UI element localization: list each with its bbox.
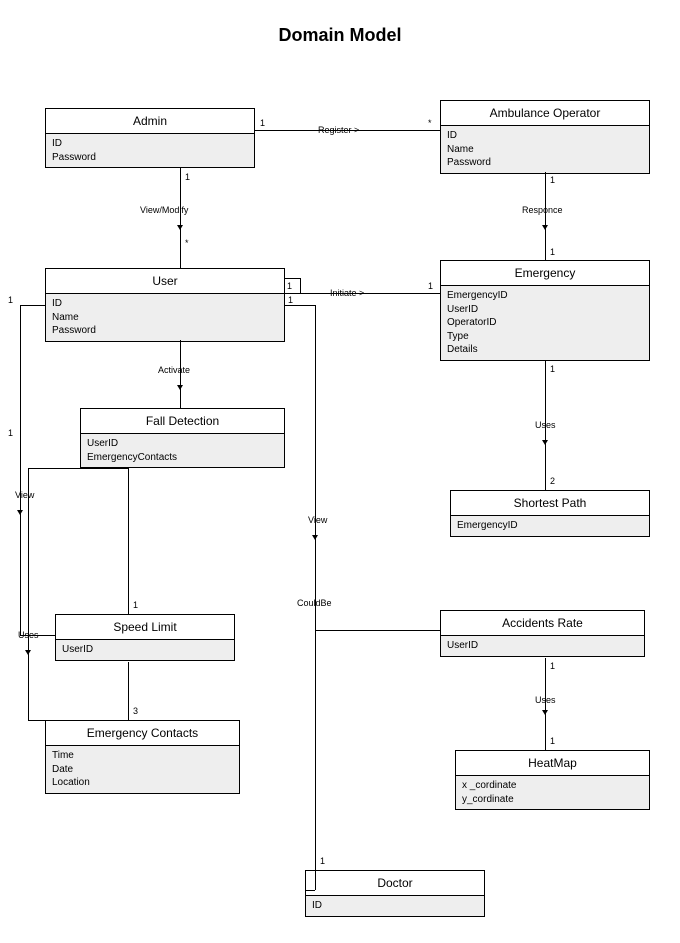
- entity-shortestpath-attrs: EmergencyID: [451, 516, 649, 536]
- entity-accidentsrate-attrs: UserID: [441, 636, 644, 656]
- entity-emergencycontacts-attrs: Time Date Location: [46, 746, 239, 793]
- edge-contacts-m2: 3: [133, 706, 138, 716]
- entity-falldetection: Fall Detection UserID EmergencyContacts: [80, 408, 285, 468]
- entity-ambulance-name: Ambulance Operator: [441, 101, 649, 126]
- entity-admin-name: Admin: [46, 109, 254, 134]
- edge-admin-user-m2: *: [185, 238, 189, 248]
- entity-speedlimit-name: Speed Limit: [56, 615, 234, 640]
- edge-admin-ambulance-m2: *: [428, 118, 432, 128]
- entity-emergency-name: Emergency: [441, 261, 649, 286]
- edge-user-speed-m1: 1: [8, 295, 13, 305]
- edge-speed-m1: 1: [133, 600, 138, 610]
- edge-contacts-h2: [28, 720, 45, 721]
- edge-emergency-shortest-label: Uses: [535, 420, 556, 430]
- edge-user-accidents-h2: [315, 630, 440, 631]
- edge-user-emergency-m1: 1: [287, 281, 292, 291]
- entity-heatmap-attrs: x _cordinate y_cordinate: [456, 776, 649, 809]
- entity-ambulance-attrs: ID Name Password: [441, 126, 649, 173]
- entity-speedlimit: Speed Limit UserID: [55, 614, 235, 661]
- page-title: Domain Model: [0, 25, 680, 46]
- edge-user-accidents-v: [315, 305, 316, 630]
- entity-accidentsrate: Accidents Rate UserID: [440, 610, 645, 657]
- entity-emergency: Emergency EmergencyID UserID OperatorID …: [440, 260, 650, 361]
- edge-admin-ambulance-label: Register >: [318, 125, 359, 135]
- edge-emergency-shortest-m2: 2: [550, 476, 555, 486]
- entity-admin: Admin ID Password: [45, 108, 255, 168]
- edge-user-accidents-h1: [285, 305, 315, 306]
- edge-user-emergency-label: Initiate >: [330, 288, 364, 298]
- entity-emergencycontacts-name: Emergency Contacts: [46, 721, 239, 746]
- edge-ambulance-emergency-m2: 1: [550, 247, 555, 257]
- entity-user: User ID Name Password: [45, 268, 285, 342]
- edge-user-accidents-arrow-icon: [312, 535, 318, 540]
- entity-heatmap: HeatMap x _cordinate y_cordinate: [455, 750, 650, 810]
- edge-accidents-heatmap-m1: 1: [550, 661, 555, 671]
- entity-user-attrs: ID Name Password: [46, 294, 284, 341]
- edge-ambulance-emergency-arrow-icon: [542, 225, 548, 230]
- entity-doctor-attrs: ID: [306, 896, 484, 916]
- entity-emergency-attrs: EmergencyID UserID OperatorID Type Detai…: [441, 286, 649, 360]
- edge-speed-contacts-h: [28, 468, 128, 469]
- edge-speed-contacts-v3: [128, 662, 129, 720]
- edge-user-speed-arrow-icon: [17, 510, 23, 515]
- entity-emergencycontacts: Emergency Contacts Time Date Location: [45, 720, 240, 794]
- edge-speed-contacts-v1: [128, 468, 129, 614]
- edge-user-stub: [285, 278, 300, 279]
- edge-user-speed-h1: [20, 305, 45, 306]
- edge-contacts-v2: [28, 468, 29, 720]
- edge-user-emergency-m2: 1: [428, 281, 433, 291]
- edge-falldetect-contacts-label: Uses: [18, 630, 39, 640]
- entity-falldetection-attrs: UserID EmergencyContacts: [81, 434, 284, 467]
- edge-admin-user-label: View/Modify: [140, 205, 188, 215]
- edge-user-speed-m1b: 1: [8, 428, 13, 438]
- entity-accidentsrate-name: Accidents Rate: [441, 611, 644, 636]
- edge-admin-ambulance-m1: 1: [260, 118, 265, 128]
- edge-admin-user-m1: 1: [185, 172, 190, 182]
- edge-accidents-heatmap-arrow-icon: [542, 710, 548, 715]
- edge-user-stub-v: [300, 278, 301, 293]
- edge-contacts-arrow-icon: [25, 650, 31, 655]
- edge-ambulance-emergency: [545, 172, 546, 260]
- edge-accidents-doctor-v: [315, 630, 316, 890]
- entity-ambulance: Ambulance Operator ID Name Password: [440, 100, 650, 174]
- edge-user-speed-label: View: [15, 490, 34, 500]
- entity-shortestpath-name: Shortest Path: [451, 491, 649, 516]
- edge-ambulance-emergency-label: Responce: [522, 205, 563, 215]
- edge-accidents-heatmap-label: Uses: [535, 695, 556, 705]
- entity-heatmap-name: HeatMap: [456, 751, 649, 776]
- entity-doctor: Doctor ID: [305, 870, 485, 917]
- edge-user-falldetection-label: Activate: [158, 365, 190, 375]
- edge-accidents-doctor-h: [305, 890, 315, 891]
- edge-accidents-heatmap-m2: 1: [550, 736, 555, 746]
- edge-user-falldetection-arrow-icon: [177, 385, 183, 390]
- edge-user-speed-v: [20, 305, 21, 635]
- entity-doctor-name: Doctor: [306, 871, 484, 896]
- edge-emergency-shortest-m1: 1: [550, 364, 555, 374]
- edge-accidents-doctor-m2: 1: [320, 856, 325, 866]
- edge-accidents-doctor-label: CouldBe: [297, 598, 332, 608]
- edge-admin-user: [180, 168, 181, 268]
- edge-user-accidents-label: View: [308, 515, 327, 525]
- entity-admin-attrs: ID Password: [46, 134, 254, 167]
- edge-emergency-shortest-arrow-icon: [542, 440, 548, 445]
- entity-falldetection-name: Fall Detection: [81, 409, 284, 434]
- entity-user-name: User: [46, 269, 284, 294]
- entity-shortestpath: Shortest Path EmergencyID: [450, 490, 650, 537]
- edge-ambulance-emergency-m1: 1: [550, 175, 555, 185]
- edge-admin-user-arrow-icon: [177, 225, 183, 230]
- edge-user-accidents-m1: 1: [288, 295, 293, 305]
- entity-speedlimit-attrs: UserID: [56, 640, 234, 660]
